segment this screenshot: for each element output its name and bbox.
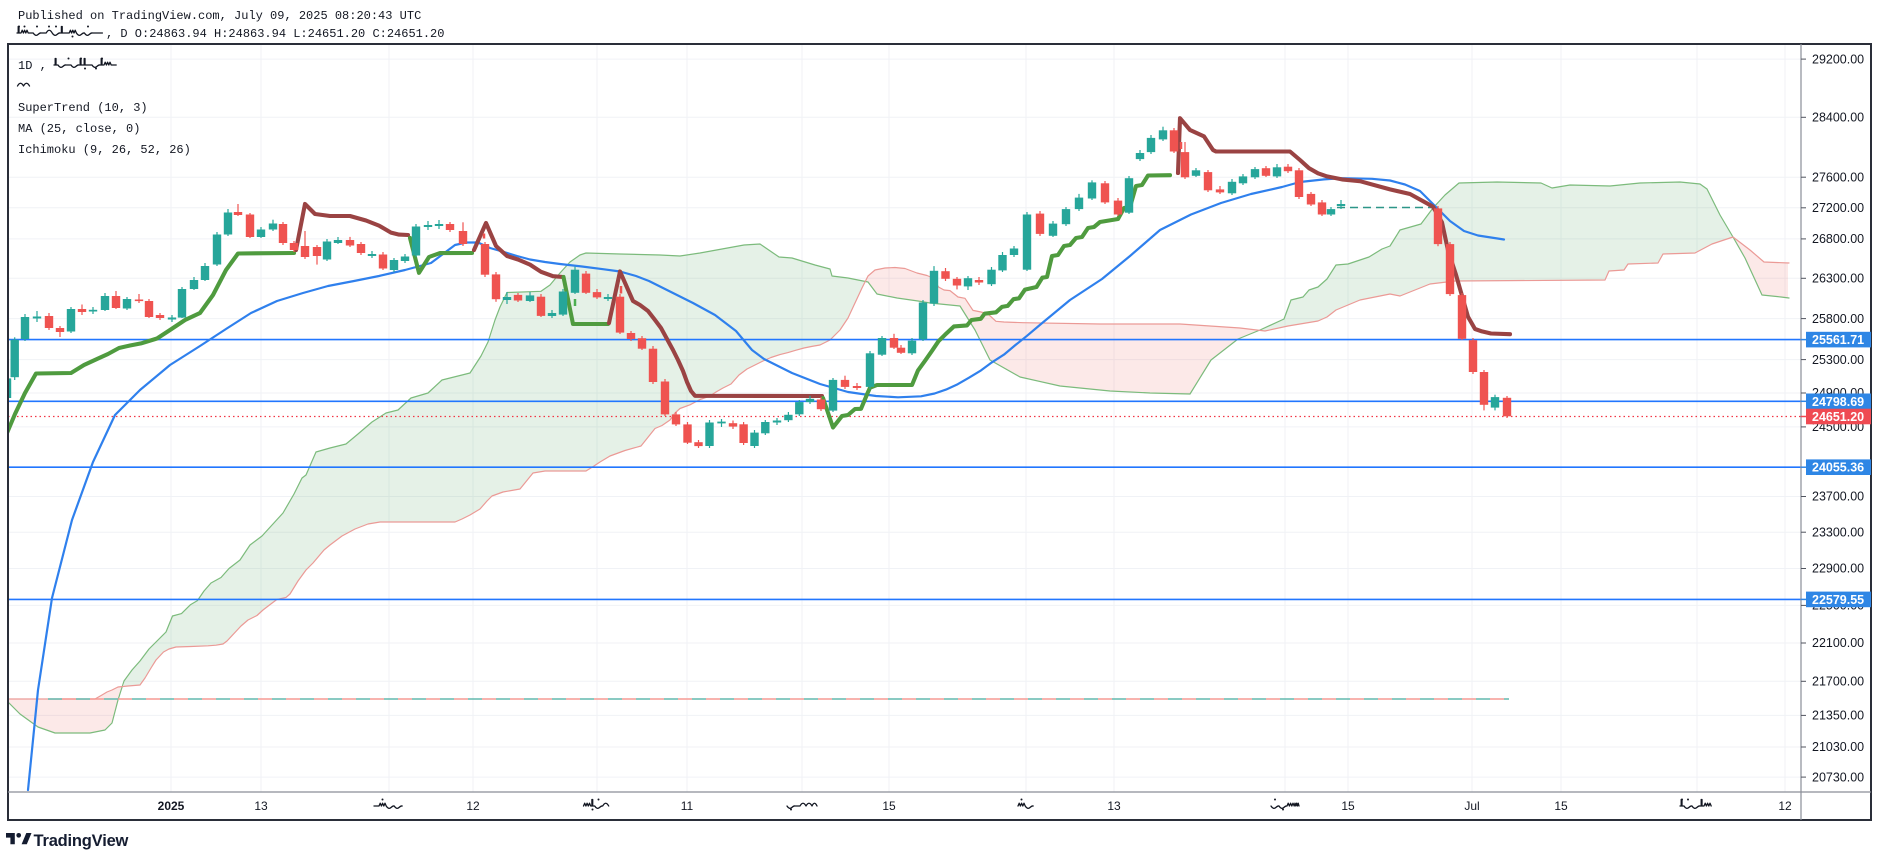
svg-text:29200.00: 29200.00 xyxy=(1812,52,1864,66)
svg-text:27200.00: 27200.00 xyxy=(1812,201,1864,215)
svg-text:25561.71: 25561.71 xyxy=(1812,333,1864,347)
svg-text:28400.00: 28400.00 xyxy=(1812,111,1864,125)
svg-text:22900.00: 22900.00 xyxy=(1812,562,1864,576)
svg-text:13: 13 xyxy=(254,799,268,813)
svg-text:SuperTrend (10, 3): SuperTrend (10, 3) xyxy=(18,101,148,115)
svg-text:Jul: Jul xyxy=(1464,799,1479,813)
svg-text:15: 15 xyxy=(882,799,896,813)
svg-text:24651.20: 24651.20 xyxy=(1812,410,1864,424)
svg-text:20730.00: 20730.00 xyxy=(1812,770,1864,784)
svg-text:13: 13 xyxy=(1107,799,1121,813)
svg-text:26300.00: 26300.00 xyxy=(1812,272,1864,286)
svg-text:12: 12 xyxy=(1778,799,1792,813)
svg-text:MA (25, close, 0): MA (25, close, 0) xyxy=(18,122,140,136)
svg-text:27600.00: 27600.00 xyxy=(1812,170,1864,184)
svg-text:15: 15 xyxy=(1554,799,1568,813)
svg-text:24798.69: 24798.69 xyxy=(1812,395,1864,409)
svg-text:TradingView: TradingView xyxy=(34,832,129,850)
svg-text:26800.00: 26800.00 xyxy=(1812,232,1864,246)
svg-text:, D O:24863.94 H:24863.94 L:24: , D O:24863.94 H:24863.94 L:24651.20 C:2… xyxy=(106,27,444,41)
svg-text:11: 11 xyxy=(681,799,694,813)
svg-text:23300.00: 23300.00 xyxy=(1812,525,1864,539)
svg-text:1D ,: 1D , xyxy=(18,59,47,73)
svg-text:25800.00: 25800.00 xyxy=(1812,312,1864,326)
svg-text:12: 12 xyxy=(466,799,480,813)
svg-text:23700.00: 23700.00 xyxy=(1812,490,1864,504)
svg-text:21700.00: 21700.00 xyxy=(1812,675,1864,689)
svg-text:25300.00: 25300.00 xyxy=(1812,353,1864,367)
svg-text:22100.00: 22100.00 xyxy=(1812,636,1864,650)
svg-text:24055.36: 24055.36 xyxy=(1812,461,1864,475)
svg-text:Published on TradingView.com,: Published on TradingView.com, July 09, 2… xyxy=(18,9,421,23)
svg-text:21030.00: 21030.00 xyxy=(1812,740,1864,754)
svg-text:22579.55: 22579.55 xyxy=(1812,593,1864,607)
svg-text:15: 15 xyxy=(1341,799,1355,813)
svg-text:2025: 2025 xyxy=(158,799,185,813)
svg-text:Ichimoku (9, 26, 52, 26): Ichimoku (9, 26, 52, 26) xyxy=(18,143,191,157)
svg-text:21350.00: 21350.00 xyxy=(1812,709,1864,723)
